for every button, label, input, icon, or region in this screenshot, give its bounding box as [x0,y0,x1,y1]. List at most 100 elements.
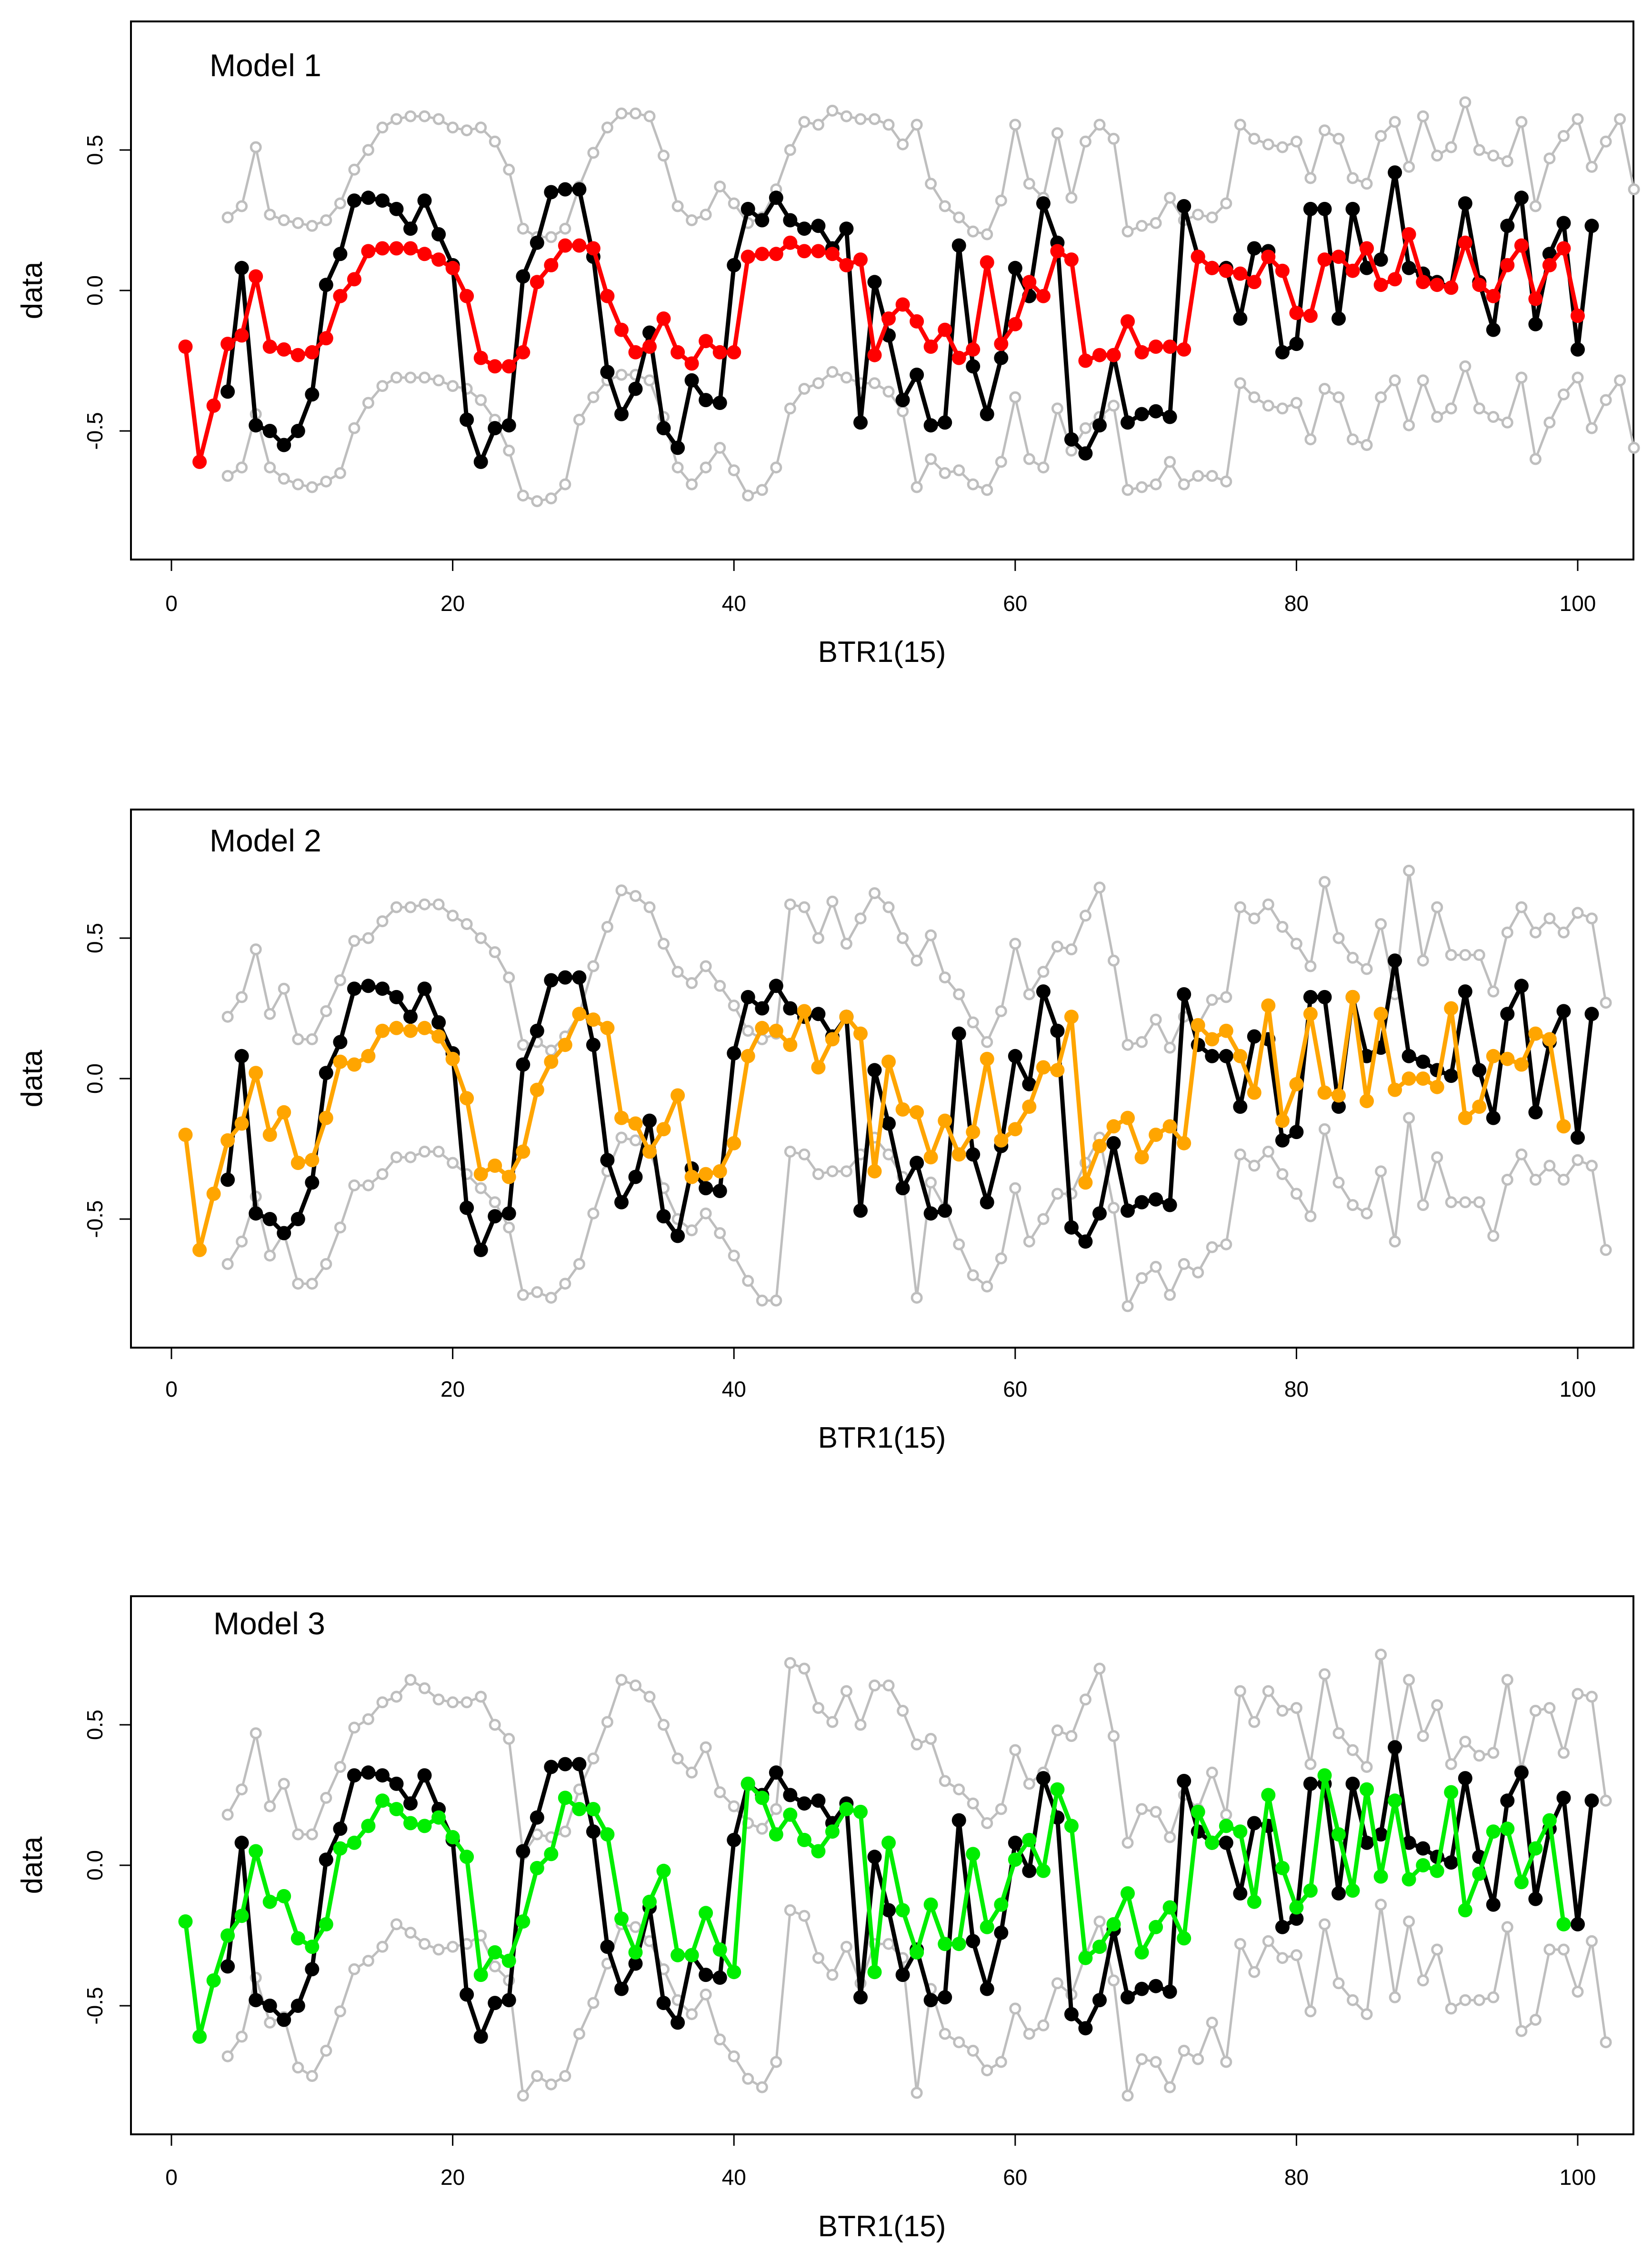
data-point [473,454,488,469]
x-tick-label: 40 [722,2165,746,2190]
data-point [516,345,531,360]
data-point [1572,907,1584,919]
data-point [376,1168,389,1181]
data-point [684,1948,699,1962]
data-point [1514,1875,1529,1890]
data-point [630,107,641,120]
data-point [1558,1943,1570,1956]
data-point [684,1170,699,1184]
data-point [1514,238,1529,253]
data-point [1248,391,1261,403]
data-point [544,258,559,272]
data-point [967,1269,979,1281]
data-point [1220,1238,1232,1251]
data-point [1009,1744,1021,1756]
data-point [700,1207,712,1220]
data-point [1093,1662,1106,1675]
data-point [981,228,993,240]
data-point [334,1761,346,1773]
data-point [419,371,431,384]
data-point [475,1182,487,1194]
data-point [389,201,404,216]
data-point [1361,1761,1373,1773]
data-point [966,1125,981,1140]
data-point [783,235,798,250]
data-point [1515,1148,1528,1161]
data-point [1162,410,1177,424]
data-point [1500,1793,1515,1808]
panel-1-xlabel: BTR1(15) [818,636,946,669]
data-point [305,1940,320,1954]
data-point [1542,258,1557,272]
data-point [375,1793,390,1808]
data-point [1332,311,1346,326]
data-point [1303,1007,1318,1021]
data-point [1373,252,1388,267]
data-point [895,393,910,408]
data-point [1416,1841,1431,1856]
data-point [290,348,305,362]
data-point [1332,932,1345,944]
data-point [671,1229,685,1243]
data-point [1444,1785,1459,1800]
data-point [376,380,389,392]
data-point [1458,1903,1472,1918]
data-point [951,1147,966,1162]
data-point [319,1066,333,1080]
data-point [1178,1258,1190,1270]
data-point [1360,260,1374,275]
data-point [375,193,390,208]
data-point [531,2070,543,2082]
data-point [1247,1816,1262,1831]
data-point [277,1889,291,1903]
data-point [319,331,333,346]
data-point [1600,2036,1612,2049]
data-point [473,350,488,365]
data-point [671,2015,685,2030]
x-tick-label: 40 [722,591,746,616]
data-point [503,444,515,457]
data-point [951,1937,966,1951]
data-point [234,1049,249,1063]
data-point [1206,1766,1218,1779]
data-point [994,350,1009,365]
data-point [1430,278,1444,292]
data-point [277,2012,291,2027]
data-point [348,1179,360,1191]
data-point [221,1258,234,1270]
data-point [714,980,726,992]
data-point [1417,110,1429,122]
data-point [925,1733,937,1745]
data-point [658,150,670,162]
data-point [290,424,305,438]
data-point [475,1691,487,1703]
data-point [264,2016,276,2029]
data-point [1586,1160,1598,1172]
data-point [967,225,979,238]
data-point [234,1116,249,1131]
y-tick-label: 0.5 [82,135,107,165]
data-point [1162,1984,1177,1999]
data-point [1444,280,1459,295]
series-lower-band [221,1112,1612,1312]
data-point [348,1963,360,1975]
data-point [558,238,572,253]
data-point [1445,141,1457,153]
data-point [981,2064,993,2077]
data-point [951,350,966,365]
data-point [1051,402,1063,415]
data-point [1233,1886,1248,1901]
data-point [1402,1835,1416,1850]
x-tick-label: 100 [1560,2165,1596,2190]
data-point [966,359,981,374]
data-point [742,490,754,502]
x-tick-label: 40 [722,1377,746,1401]
data-point [1487,1747,1500,1759]
data-point [375,241,390,256]
data-point [347,981,361,996]
data-point [628,1170,643,1184]
data-point [1444,1069,1459,1083]
data-point [1586,912,1598,925]
data-point [545,1044,557,1057]
